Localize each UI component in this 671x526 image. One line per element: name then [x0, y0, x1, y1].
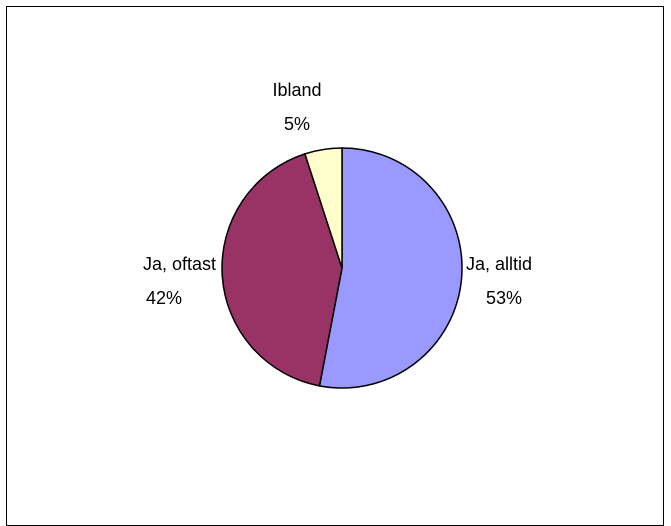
slice-label-2: Ja, oftast: [143, 254, 216, 274]
slice-value-label-3: 5%: [284, 114, 310, 134]
pie-slice-3: [303, 147, 343, 269]
slice-label-1: Ja, alltid: [466, 254, 532, 274]
pie-slice-2: [221, 152, 343, 387]
slice-value-label-1: 53%: [486, 288, 522, 308]
slice-label-3: Ibland: [272, 80, 321, 100]
slice-value-label-2: 42%: [146, 288, 182, 308]
pie-slice-1: [318, 147, 463, 389]
